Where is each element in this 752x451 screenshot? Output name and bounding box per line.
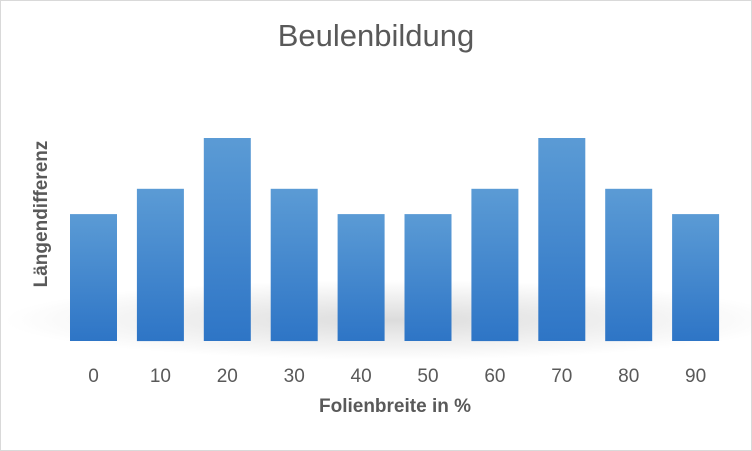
chart-title: Beulenbildung — [277, 18, 475, 53]
x-axis-label: Folienbreite in % — [318, 396, 472, 417]
x-tick-label: 70 — [551, 366, 572, 387]
x-tick-label: 80 — [618, 366, 639, 387]
x-tick-label: 20 — [217, 366, 238, 387]
bar-50 — [404, 214, 452, 341]
bar-40 — [337, 214, 385, 341]
x-tick-label: 30 — [284, 366, 305, 387]
x-tick-label: 0 — [88, 366, 99, 387]
bar-30 — [270, 188, 318, 342]
bar-80 — [605, 188, 653, 342]
x-tick-label: 40 — [351, 366, 372, 387]
x-tick-label: 90 — [685, 366, 706, 387]
bar-70 — [538, 138, 586, 341]
bar-60 — [471, 188, 519, 342]
x-tick-label: 50 — [417, 366, 438, 387]
bar-0 — [70, 214, 117, 341]
bar-20 — [203, 138, 251, 341]
x-tick-label: 60 — [484, 366, 505, 387]
bar-10 — [136, 188, 184, 342]
bar-90 — [672, 214, 720, 341]
x-tick-label: 10 — [150, 366, 171, 387]
